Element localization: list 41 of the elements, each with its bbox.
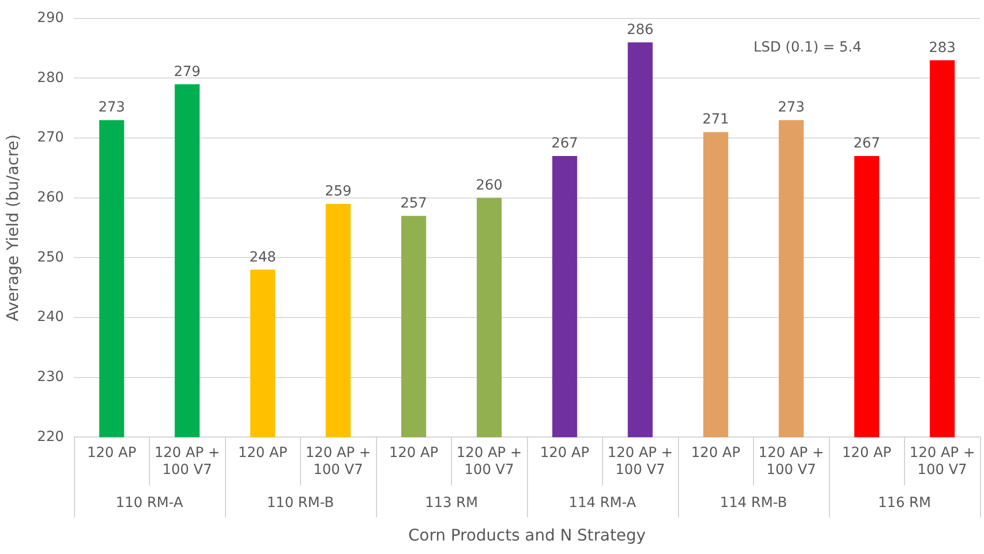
x-tick-label: 120 AP + 100 V7: [456, 445, 522, 478]
y-tick-label: 230: [37, 369, 64, 386]
x-tick-label: 120 AP: [238, 445, 288, 462]
data-label: 273: [98, 100, 126, 116]
text: 110 RM-A: [116, 494, 184, 511]
x-tick-label: 120 AP + 100 V7: [910, 445, 975, 478]
text: 110 RM-B: [266, 494, 334, 511]
y-axis-title: Average Yield (bu/acre): [2, 134, 22, 322]
data-label: 259: [324, 184, 352, 200]
data-label: 271: [702, 112, 730, 128]
y-tick-label: 220: [37, 428, 64, 445]
y-tick-label: 280: [37, 70, 64, 86]
text: 116 RM: [878, 494, 931, 511]
text: 114 RM-B: [720, 494, 788, 511]
data-label: 279: [174, 64, 201, 80]
data-label: 248: [249, 249, 276, 266]
x-tick-label: 120 AP + 100 V7: [758, 445, 824, 478]
data-label: 273: [778, 100, 805, 116]
y-tick-label: 290: [37, 10, 64, 26]
data-label: 267: [551, 136, 578, 152]
data-label: 283: [928, 40, 956, 56]
x-tick-label: 120 AP: [842, 445, 892, 462]
y-tick-label: 240: [37, 309, 64, 326]
data-label: 257: [400, 195, 428, 212]
x-tick-label: 120 AP + 100 V7: [608, 445, 673, 478]
text: 113 RM: [424, 494, 478, 511]
x-axis-title: Corn Products and N Strategy: [408, 526, 646, 545]
text: 114 RM-A: [568, 494, 637, 511]
data-label: 286: [626, 22, 654, 38]
data-label: 260: [476, 178, 503, 194]
y-tick-label: 250: [37, 249, 64, 266]
x-tick-label: 120 AP + 100 V7: [306, 445, 371, 478]
x-tick-label: 120 AP: [540, 445, 590, 462]
y-tick-label: 270: [37, 130, 64, 146]
data-label: 267: [853, 136, 880, 152]
x-tick-label: 120 AP: [87, 445, 136, 462]
x-tick-label: 120 AP: [691, 445, 740, 462]
x-tick-label: 120 AP: [389, 445, 438, 462]
x-tick-label: 120 AP + 100 V7: [154, 445, 220, 478]
y-tick-label: 260: [37, 190, 64, 206]
annotation: LSD (0.1) = 5.4: [753, 39, 862, 56]
